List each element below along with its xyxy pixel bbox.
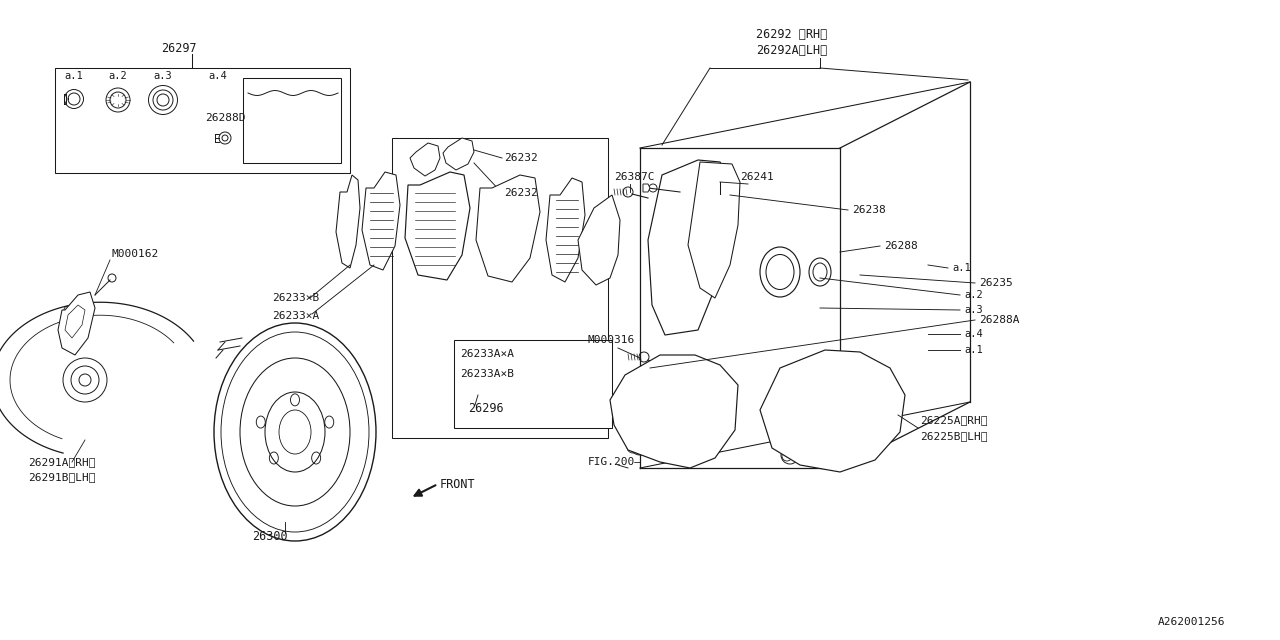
Text: a.4: a.4 <box>209 71 228 81</box>
Text: 26291A〈RH〉: 26291A〈RH〉 <box>28 457 96 467</box>
Text: 26296: 26296 <box>468 401 503 415</box>
Text: a.4: a.4 <box>964 329 983 339</box>
Text: 26233A×A: 26233A×A <box>460 349 515 359</box>
Polygon shape <box>547 178 585 282</box>
Polygon shape <box>689 162 740 298</box>
Text: 26233×B: 26233×B <box>273 293 319 303</box>
Polygon shape <box>476 175 540 282</box>
Text: M000162: M000162 <box>113 249 159 259</box>
Text: 26235: 26235 <box>979 278 1012 288</box>
Polygon shape <box>362 172 399 270</box>
Bar <box>454 340 612 428</box>
Text: a.3: a.3 <box>964 305 983 315</box>
Polygon shape <box>643 184 650 192</box>
Text: 26292A〈LH〉: 26292A〈LH〉 <box>756 44 827 56</box>
Text: 26238: 26238 <box>852 205 886 215</box>
Text: 26233A×B: 26233A×B <box>460 369 515 379</box>
Text: 26241: 26241 <box>740 172 773 182</box>
Bar <box>243 78 340 163</box>
Text: a.1: a.1 <box>64 71 83 81</box>
Text: a.1: a.1 <box>952 263 970 273</box>
Polygon shape <box>410 143 440 176</box>
Text: 26225B〈LH〉: 26225B〈LH〉 <box>920 431 987 441</box>
Text: 26225A〈RH〉: 26225A〈RH〉 <box>920 415 987 425</box>
Polygon shape <box>335 175 360 268</box>
Text: 26233×A: 26233×A <box>273 311 319 321</box>
Text: a.1: a.1 <box>964 345 983 355</box>
Polygon shape <box>443 138 474 170</box>
Text: M000316: M000316 <box>588 335 635 345</box>
Text: FRONT: FRONT <box>440 477 476 490</box>
Polygon shape <box>648 160 730 335</box>
Text: 26387C: 26387C <box>614 172 654 182</box>
Text: a.3: a.3 <box>154 71 173 81</box>
Text: a.2: a.2 <box>109 71 128 81</box>
Polygon shape <box>404 172 470 280</box>
Polygon shape <box>65 305 84 338</box>
Polygon shape <box>611 355 739 468</box>
Polygon shape <box>760 350 905 472</box>
Text: 26288A: 26288A <box>979 315 1019 325</box>
Text: 26232: 26232 <box>504 188 538 198</box>
Text: 26288: 26288 <box>884 241 918 251</box>
Polygon shape <box>58 292 95 355</box>
Text: FIG.200—: FIG.200— <box>588 457 643 467</box>
Bar <box>55 68 349 173</box>
Text: A262001256: A262001256 <box>1158 617 1225 627</box>
Polygon shape <box>579 195 620 285</box>
Text: a.2: a.2 <box>964 290 983 300</box>
Bar <box>392 138 608 438</box>
Text: 26291B〈LH〉: 26291B〈LH〉 <box>28 472 96 482</box>
Text: 26288D: 26288D <box>205 113 246 123</box>
Text: 26297: 26297 <box>161 42 197 56</box>
Text: 26300: 26300 <box>252 531 288 543</box>
Text: 26292 〈RH〉: 26292 〈RH〉 <box>756 28 827 40</box>
Text: 26232: 26232 <box>504 153 538 163</box>
